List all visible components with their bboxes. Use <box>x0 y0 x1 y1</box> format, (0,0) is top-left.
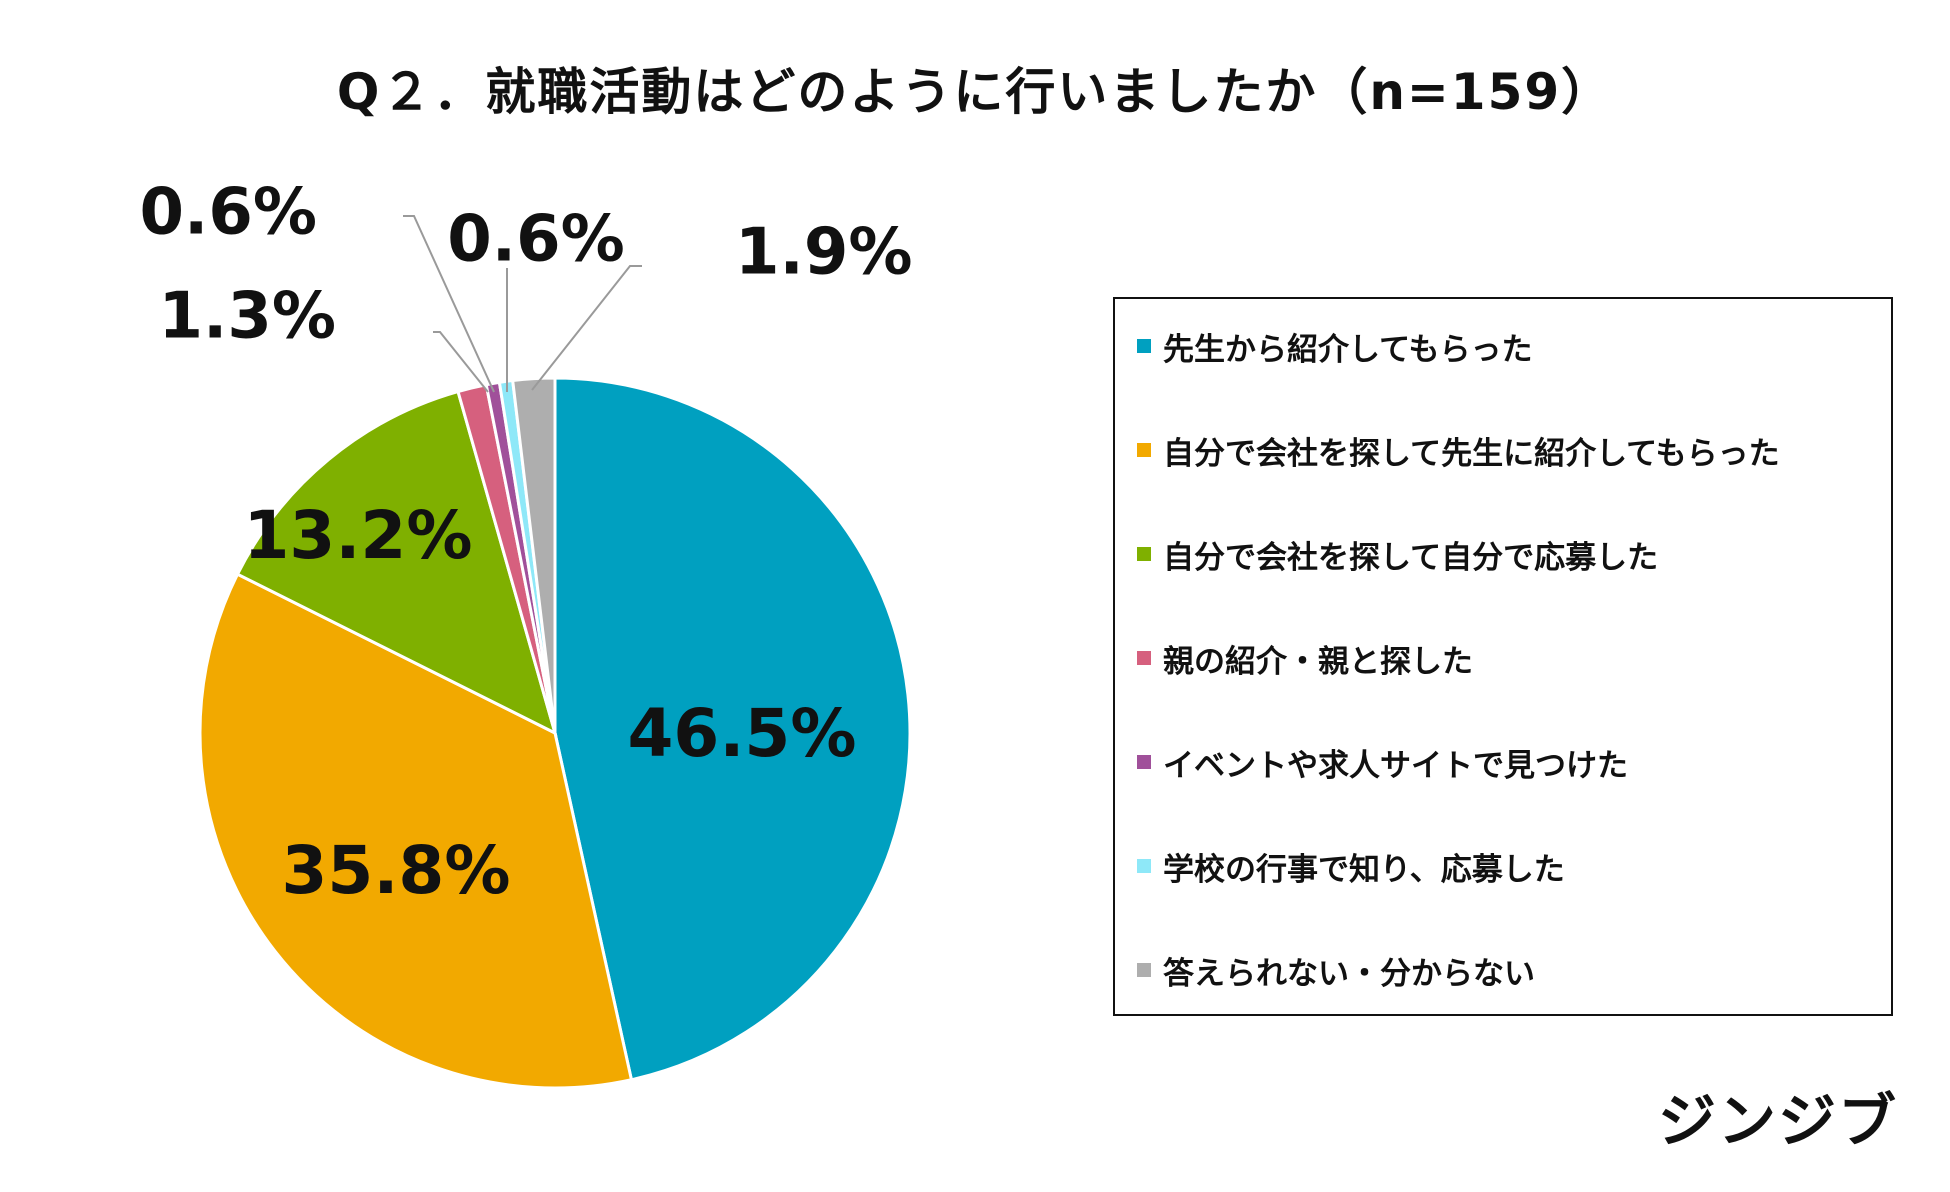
legend-item-3: 自分で会社を探して自分で応募した <box>1137 534 1659 576</box>
legend-item-5: イベントや求人サイトで見つけた <box>1137 742 1628 784</box>
legend-swatch <box>1137 443 1151 457</box>
data-label-4: 1.3% <box>159 280 337 354</box>
data-label-5: 0.6% <box>140 176 318 250</box>
legend-label: 学校の行事で知り、応募した <box>1163 851 1565 888</box>
chart-title: Q２．就職活動はどのように行いましたか（n=159） <box>336 63 1614 121</box>
legend: 先生から紹介してもらった自分で会社を探して先生に紹介してもらった 自分で会社を探し… <box>1113 297 1893 1016</box>
pie-slice-7 <box>511 376 557 734</box>
legend-label: 自分で会社を探して自分で応募した <box>1163 539 1659 576</box>
brand-logo: ジンジブ <box>1657 1087 1898 1155</box>
data-label-1: 46.5% <box>628 695 857 772</box>
data-label-3: 13.2% <box>244 497 473 574</box>
legend-label: 親の紹介・親と探した <box>1163 643 1473 680</box>
legend-label: 答えられない・分からない <box>1163 955 1535 992</box>
data-label-7: 1.9% <box>735 216 913 290</box>
legend-item-2: 自分で会社を探して先生に紹介してもらった <box>1137 430 1780 472</box>
legend-item-7: 答えられない・分からない <box>1137 950 1535 992</box>
legend-swatch <box>1137 547 1151 561</box>
legend-swatch <box>1137 755 1151 769</box>
legend-swatch <box>1137 651 1151 665</box>
leader-line-7 <box>531 265 642 391</box>
legend-swatch <box>1137 963 1151 977</box>
legend-label: 先生から紹介してもらった <box>1163 331 1533 368</box>
legend-label: 自分で会社を探して先生に紹介してもらった <box>1163 435 1780 472</box>
legend-item-6: 学校の行事で知り、応募した <box>1137 846 1565 888</box>
legend-item-4: 親の紹介・親と探した <box>1137 638 1473 680</box>
pie-slice-1 <box>553 376 912 1082</box>
leader-line-5 <box>403 215 495 393</box>
pie-slice-3 <box>235 389 558 736</box>
legend-item-1: 先生から紹介してもらった <box>1137 326 1533 368</box>
legend-swatch <box>1137 859 1151 873</box>
data-label-2: 35.8% <box>282 832 511 909</box>
data-label-6: 0.6% <box>447 203 625 277</box>
legend-label: イベントや求人サイトで見つけた <box>1163 747 1628 784</box>
legend-swatch <box>1137 339 1151 353</box>
pie-slice-2 <box>198 572 634 1090</box>
leader-line-4 <box>433 331 489 393</box>
